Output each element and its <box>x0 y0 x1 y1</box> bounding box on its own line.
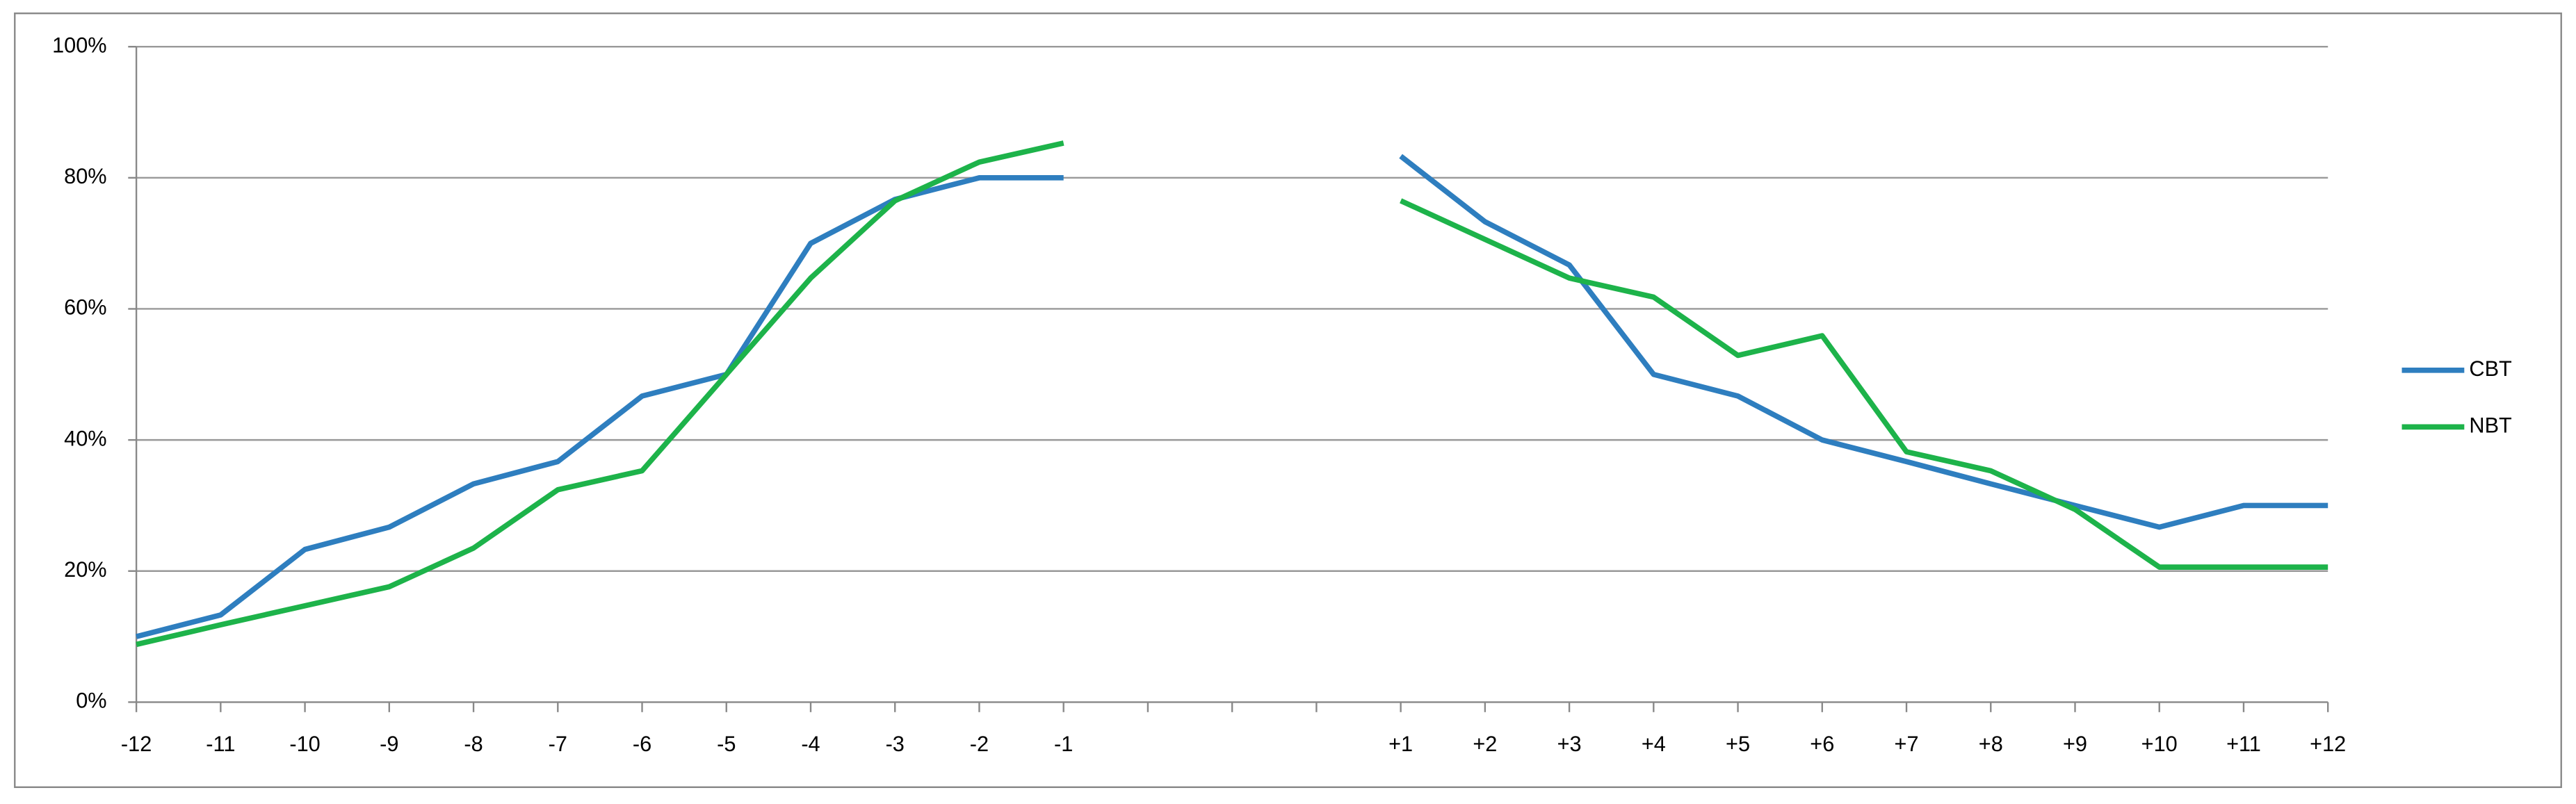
x-tick-label: -11 <box>206 732 235 756</box>
x-tick-label: +11 <box>2226 732 2261 756</box>
x-tick-label: -8 <box>464 732 483 756</box>
legend-label: CBT <box>2469 356 2511 381</box>
x-tick-label: -4 <box>801 732 820 756</box>
x-tick-label: -10 <box>289 732 320 756</box>
y-tick-label: 40% <box>64 426 106 450</box>
x-tick-label: +3 <box>1557 732 1582 756</box>
x-tick-label: -7 <box>549 732 567 756</box>
x-tick-label: +2 <box>1473 732 1497 756</box>
series-line <box>136 140 2328 648</box>
y-tick-label: 80% <box>64 164 106 188</box>
y-tick-label: 20% <box>64 557 106 582</box>
legend-label: NBT <box>2469 413 2511 437</box>
y-tick-label: 60% <box>64 295 106 319</box>
x-tick-label: -9 <box>380 732 398 756</box>
x-tick-label: -3 <box>886 732 905 756</box>
x-tick-label: +5 <box>1726 732 1750 756</box>
y-tick-label: 0% <box>76 688 106 712</box>
x-tick-label: +8 <box>1979 732 2003 756</box>
y-tick-label: 100% <box>52 33 107 57</box>
x-tick-label: +4 <box>1642 732 1666 756</box>
x-tick-label: +12 <box>2310 732 2346 756</box>
x-tick-label: -2 <box>970 732 989 756</box>
x-tick-label: -5 <box>717 732 736 756</box>
x-tick-label: -6 <box>633 732 651 756</box>
x-tick-label: +6 <box>1810 732 1834 756</box>
x-tick-label: -12 <box>121 732 152 756</box>
chart-border <box>14 13 2562 788</box>
x-tick-label: +10 <box>2141 732 2178 756</box>
x-tick-label: +9 <box>2063 732 2087 756</box>
x-tick-label: +1 <box>1388 732 1413 756</box>
x-tick-label: -1 <box>1054 732 1073 756</box>
x-tick-label: +7 <box>1895 732 1919 756</box>
